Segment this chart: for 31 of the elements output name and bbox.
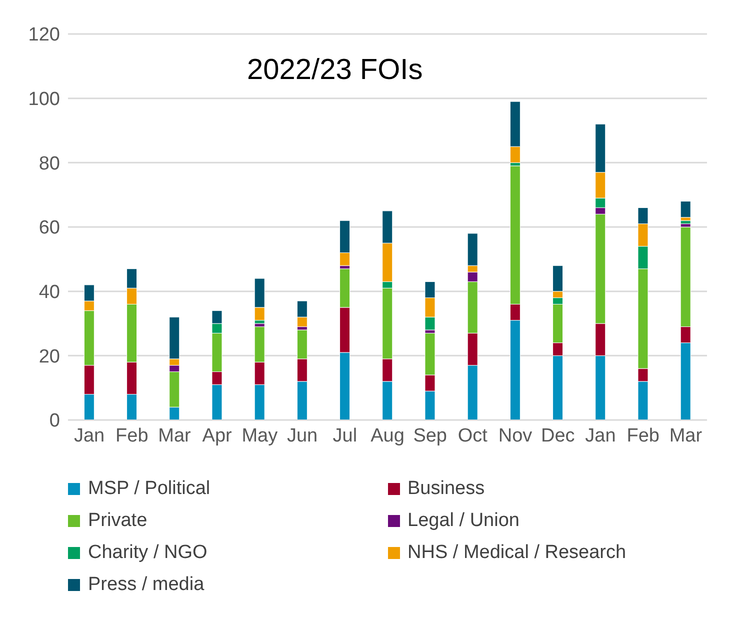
x-tick-label: May <box>242 425 278 446</box>
legend-label: Charity / NGO <box>88 542 208 564</box>
bar <box>680 201 691 218</box>
x-tick-label: Jul <box>332 425 358 446</box>
legend-label: Legal / Union <box>408 510 520 532</box>
x-tick-label: Apr <box>202 425 233 446</box>
x-tick-label: Mar <box>669 425 703 446</box>
x-tick-label: Sep <box>413 425 448 446</box>
x-tick-label: Feb <box>116 425 148 446</box>
y-tick-label: 80 <box>38 153 60 174</box>
legend-label: NHS / Medical / Research <box>408 542 626 564</box>
x-tick-label: Jan <box>585 425 616 446</box>
x-tick-label: Dec <box>541 425 575 446</box>
legend-label: Press / media <box>88 574 204 596</box>
legend-label: Business <box>408 478 485 500</box>
x-tick-label: Oct <box>458 425 488 446</box>
y-tick-label: 0 <box>49 410 60 432</box>
legend-label: Private <box>88 510 148 532</box>
y-tick-label: 120 <box>28 24 60 46</box>
text: 2022/23 FOIs <box>233 52 437 89</box>
x-tick-label: Nov <box>498 425 533 446</box>
x-tick-label: Jun <box>286 425 318 446</box>
y-tick-label: 100 <box>28 89 60 110</box>
x-tick-label: Aug <box>370 425 404 446</box>
y-tick-label: 40 <box>38 282 60 304</box>
x-tick-label: Mar <box>158 425 192 446</box>
y-tick-label: 60 <box>38 218 60 239</box>
x-tick-label: Feb <box>626 425 660 446</box>
x-tick-label: Jan <box>74 425 105 446</box>
y-tick-label: 20 <box>38 346 60 368</box>
legend-label: MSP / Political <box>88 478 210 500</box>
